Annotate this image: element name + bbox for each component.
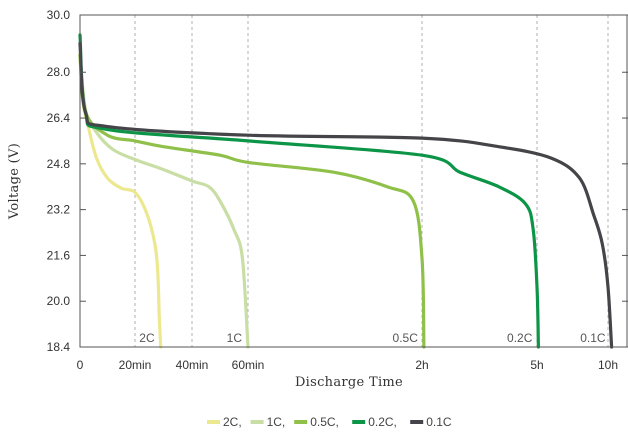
y-tick-label: 21.6 [47,248,71,262]
y-tick-label: 23.2 [47,203,71,217]
x-tick-label: 5h [530,358,543,372]
y-tick-label: 20.0 [47,294,71,308]
series-line-1C [78,53,250,349]
y-tick-label: 24.8 [47,157,71,171]
series-line-0.5C [78,53,426,349]
legend-label: 1C, [267,415,286,429]
series-line-0.1C [78,42,614,349]
legend-label: 0.2C, [368,415,397,429]
y-tick-label: 28.0 [47,65,71,79]
plot-frame [79,14,628,348]
curve-end-label-2C: 2C [139,331,155,345]
curve-end-label-0.2C: 0.2C [507,331,533,345]
x-axis-title: Discharge Time [295,375,403,390]
legend-label: 0.5C, [310,415,339,429]
series-line-0.2C [78,33,540,349]
series-line-2C [78,53,163,349]
x-tick-label: 10h [598,358,618,372]
legend-label: 2C, [223,415,242,429]
y-tick-label: 26.4 [47,111,71,125]
curve-layer [78,33,614,349]
legend: 2C, 1C, 0.5C, 0.2C, 0.1C [207,415,452,429]
y-tick-label: 30.0 [47,8,71,22]
curve-end-label-0.1C: 0.1C [580,331,606,345]
y-axis-title: Voltage (V) [7,143,22,220]
y-tick-label: 18.4 [47,340,71,354]
curve-end-label-1C: 1C [227,331,243,345]
x-tick-label: 0 [77,358,84,372]
legend-label: 0.1C [426,415,452,429]
x-tick-label: 40min [176,358,209,372]
x-tick-label: 20min [119,358,152,372]
x-tick-label: 60min [232,358,265,372]
curve-end-label-0.5C: 0.5C [393,331,419,345]
x-tick-label: 2h [415,358,428,372]
axis-layer: 18.4 20.0 21.6 23.2 24.8 26.4 28.0 30.0 0 20min 40… [47,8,628,372]
label-layer: 2C 1C 0.5C 0.2C 0.1C [139,331,606,345]
